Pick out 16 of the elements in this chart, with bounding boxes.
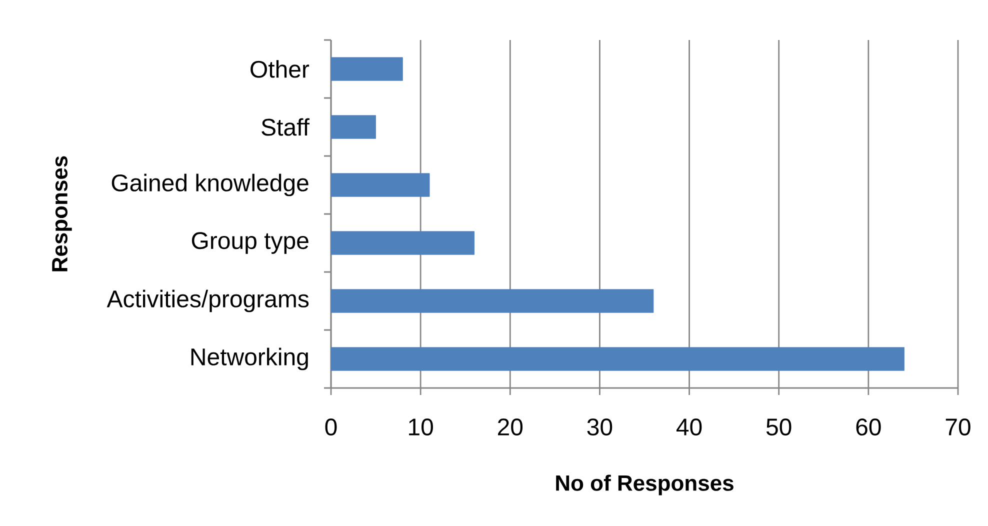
x-tick-label: 70 bbox=[946, 418, 970, 436]
x-tick-label: 10 bbox=[409, 418, 433, 436]
x-tick-label: 50 bbox=[766, 418, 792, 436]
x-tick-label: 60 bbox=[856, 418, 881, 436]
x-tick-label: 20 bbox=[498, 418, 523, 436]
y-tick-label: Staff bbox=[262, 118, 310, 136]
x-tick-label: 0 bbox=[325, 418, 337, 436]
y-tick-label: Networking bbox=[191, 348, 308, 370]
x-tick-label: 40 bbox=[676, 418, 702, 436]
y-axis-title: Responses bbox=[52, 156, 72, 272]
x-tick-label: 30 bbox=[587, 418, 612, 436]
y-tick-label: Activities/programs bbox=[106, 290, 309, 312]
x-axis-title: No of Responses bbox=[556, 474, 734, 496]
y-tick-label: Group type bbox=[192, 232, 308, 254]
y-tick-label: Other bbox=[250, 60, 310, 78]
y-tick-label: Gained knowledge bbox=[112, 174, 308, 196]
